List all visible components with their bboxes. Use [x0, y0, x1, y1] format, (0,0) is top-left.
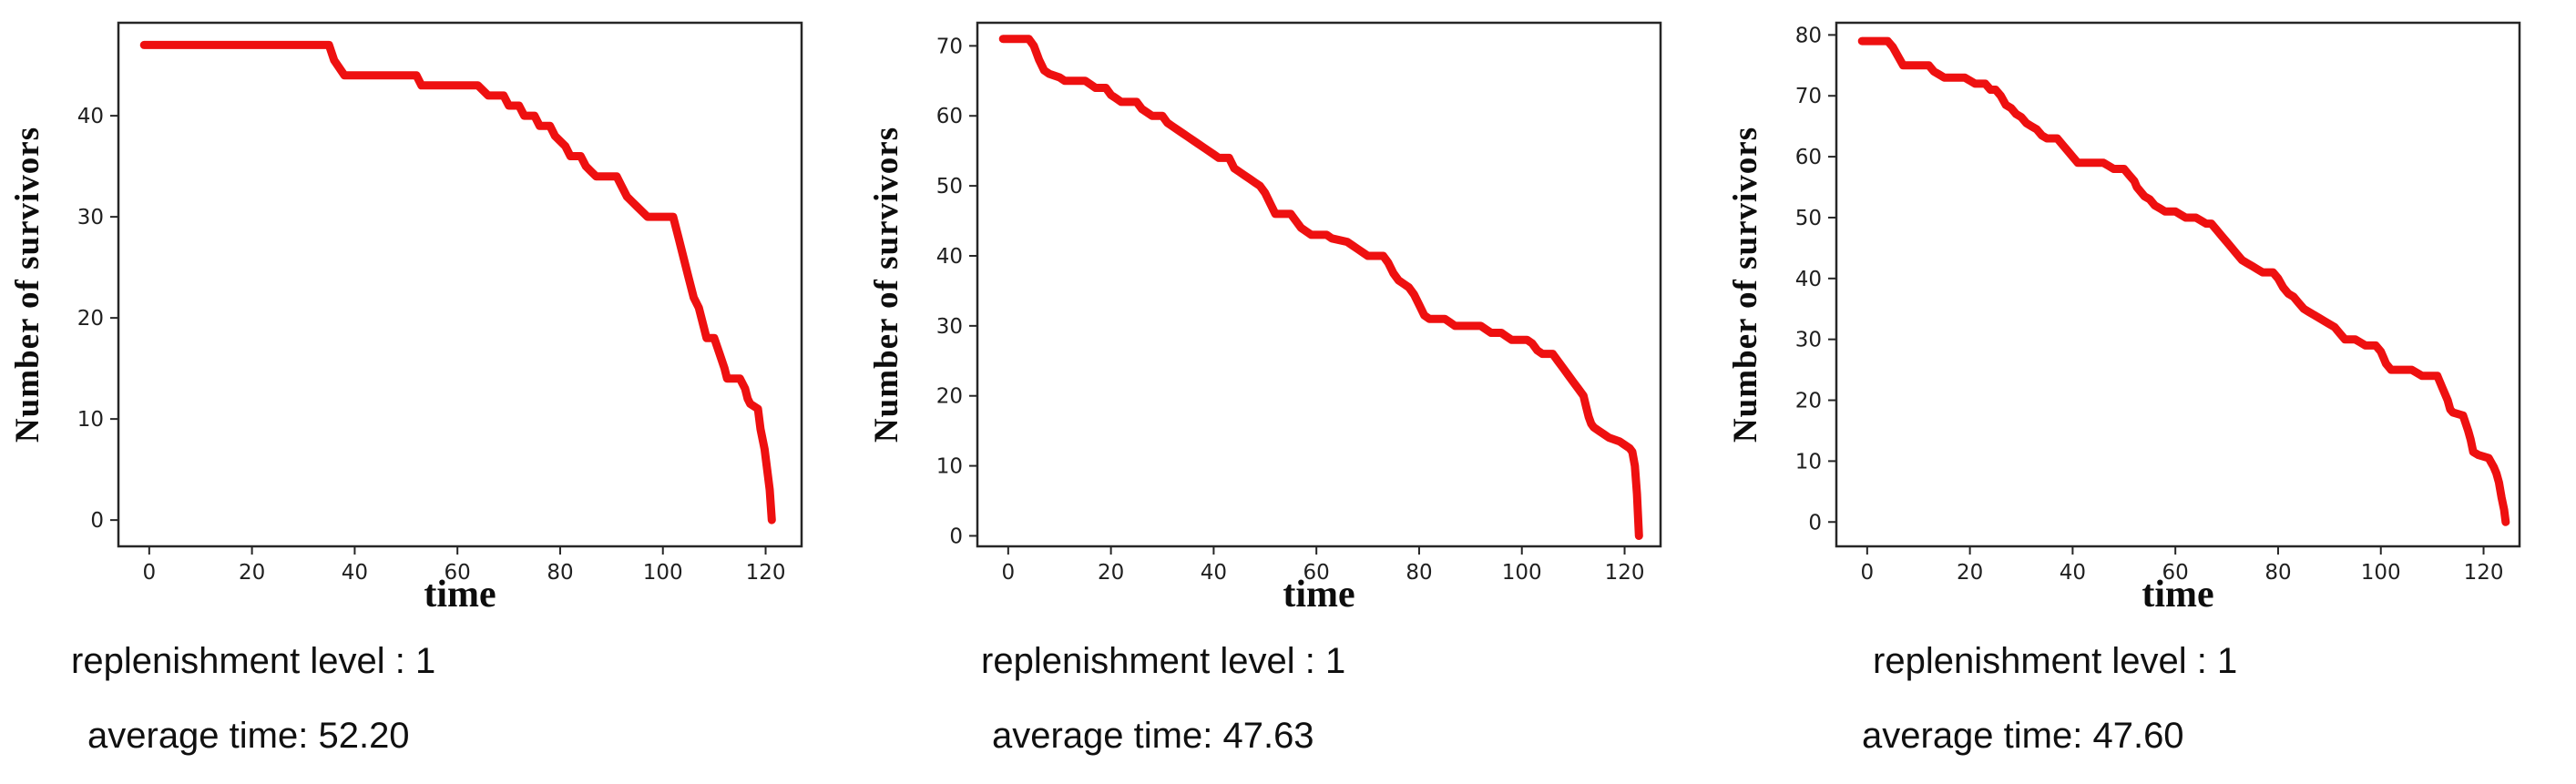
y-tick-label: 30: [1795, 329, 1822, 352]
y-axis-label: Number of survivors: [9, 127, 46, 443]
x-tick-label: 20: [1957, 561, 1983, 585]
survival-chart-panel-3: 0 20 40 60 80 100 120 0 10 20 30 40 50 60 70 80 time Numb…: [1718, 0, 2576, 784]
x-tick-label: 120: [2464, 561, 2504, 585]
plot-border: [1835, 21, 2521, 548]
y-tick-label: 0: [90, 509, 104, 533]
y-tick-label: 40: [936, 245, 963, 269]
survival-curve-chart-3: 0 20 40 60 80 100 120 0 10 20 30 40 50 60 70 80 time Numb…: [1727, 21, 2521, 612]
y-tick-label: 10: [1795, 450, 1822, 473]
survival-line: [998, 35, 1643, 540]
average-time-caption: average time: 47.60: [1862, 716, 2184, 756]
average-time-caption: average time: 47.63: [992, 716, 1314, 756]
x-tick-label: 100: [643, 561, 683, 585]
x-axis-label: time: [1283, 574, 1354, 612]
y-tick-label: 50: [1795, 207, 1822, 230]
survival-line: [1857, 36, 2510, 526]
y-tick-label: 70: [936, 35, 963, 58]
x-tick-label: 80: [547, 561, 573, 585]
x-tick-label: 0: [1861, 561, 1875, 585]
x-tick-label: 80: [2264, 561, 2291, 585]
survival-curve-chart-1: 0 20 40 60 80 100 120 0 10 20 30 40 time Number of su…: [9, 21, 803, 612]
x-tick-label: 40: [1201, 561, 1227, 585]
survival-chart-panel-2: 0 20 40 60 80 100 120 0 10 20 30 40 50 60 70 time Number…: [859, 0, 1718, 784]
x-tick-label: 40: [342, 561, 368, 585]
survival-curve-chart-2: 0 20 40 60 80 100 120 0 10 20 30 40 50 60 70 time Number…: [868, 21, 1662, 612]
y-tick-label: 10: [936, 455, 963, 479]
y-tick-label: 30: [77, 206, 104, 229]
y-tick-label: 60: [1795, 146, 1822, 169]
x-tick-label: 80: [1406, 561, 1432, 585]
x-tick-label: 60: [1303, 561, 1330, 585]
y-tick-label: 60: [936, 105, 963, 128]
x-tick-label: 120: [1605, 561, 1645, 585]
replenishment-level-caption: replenishment level : 1: [1873, 641, 2238, 681]
survival-line: [139, 40, 776, 524]
y-tick-label: 80: [1795, 24, 1822, 47]
x-tick-label: 40: [2060, 561, 2086, 585]
plot-border: [976, 21, 1662, 548]
y-axis-label: Number of survivors: [1727, 127, 1764, 443]
x-tick-label: 100: [2361, 561, 2401, 585]
y-tick-label: 10: [77, 408, 104, 432]
y-tick-label: 0: [949, 524, 963, 548]
plot-border: [117, 21, 803, 548]
y-axis-label: Number of survivors: [868, 127, 905, 443]
y-tick-label: 40: [1795, 268, 1822, 291]
x-tick-label: 120: [746, 561, 786, 585]
y-tick-label: 0: [1808, 511, 1822, 535]
x-tick-label: 100: [1502, 561, 1542, 585]
y-tick-label: 70: [1795, 85, 1822, 108]
y-tick-label: 20: [1795, 390, 1822, 413]
average-time-caption: average time: 52.20: [87, 716, 410, 756]
y-tick-label: 40: [77, 105, 104, 128]
x-tick-label: 0: [1002, 561, 1016, 585]
y-tick-label: 30: [936, 315, 963, 339]
x-tick-label: 60: [2162, 561, 2189, 585]
x-tick-label: 20: [1098, 561, 1124, 585]
y-tick-label: 20: [936, 385, 963, 409]
y-tick-label: 50: [936, 175, 963, 199]
x-tick-label: 0: [143, 561, 157, 585]
x-axis-label: time: [2142, 574, 2213, 612]
replenishment-level-caption: replenishment level : 1: [71, 641, 436, 681]
replenishment-level-caption: replenishment level : 1: [981, 641, 1346, 681]
x-axis-label: time: [424, 574, 496, 612]
survival-chart-panel-1: 0 20 40 60 80 100 120 0 10 20 30 40 time Number of su…: [0, 0, 859, 784]
y-tick-label: 20: [77, 307, 104, 331]
x-tick-label: 60: [445, 561, 471, 585]
x-tick-label: 20: [239, 561, 265, 585]
